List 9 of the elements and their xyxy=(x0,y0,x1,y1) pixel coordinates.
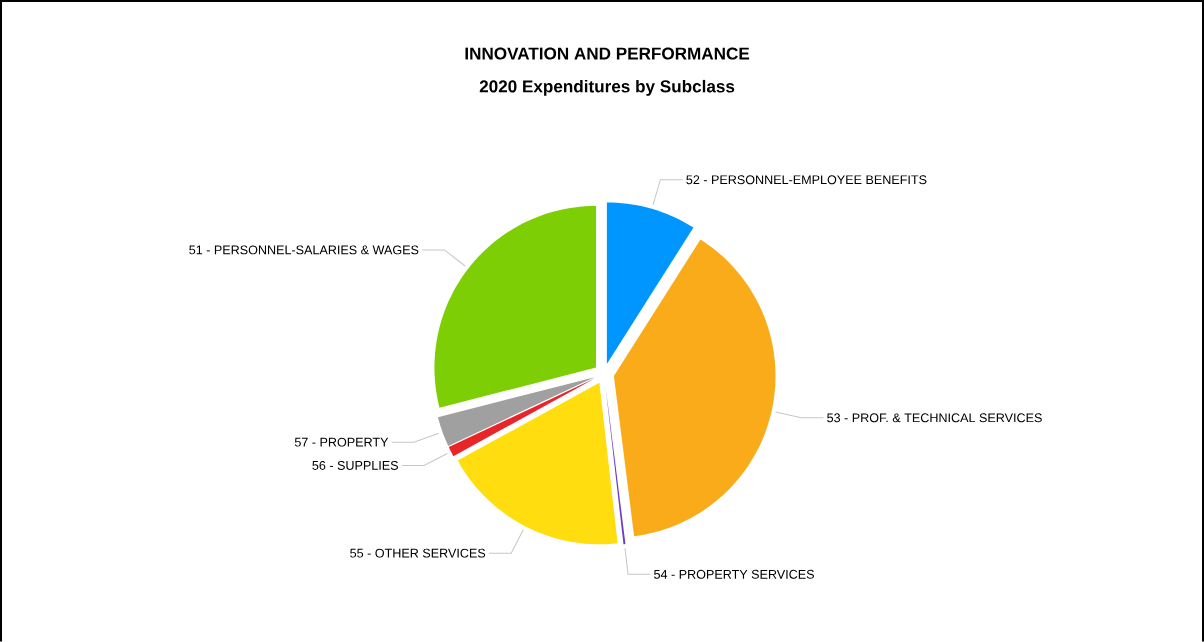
slice-label: 53 - PROF. & TECHNICAL SERVICES xyxy=(827,413,1042,423)
slice-label: 52 - PERSONNEL-EMPLOYEE BENEFITS xyxy=(686,175,927,184)
chart-subtitle: 2020 Expenditures by Subclass xyxy=(479,79,735,96)
slice-label: 57 - PROPERTY xyxy=(294,437,389,447)
slice-label: 56 - SUPPLIES xyxy=(312,460,398,470)
slice-label: 55 - OTHER SERVICES xyxy=(350,548,486,558)
chart-title: INNOVATION AND PERFORMANCE xyxy=(465,47,750,60)
slice-label: 54 - PROPERTY SERVICES xyxy=(654,569,814,579)
slice-label: 51 - PERSONNEL-SALARIES & WAGES xyxy=(189,245,419,255)
